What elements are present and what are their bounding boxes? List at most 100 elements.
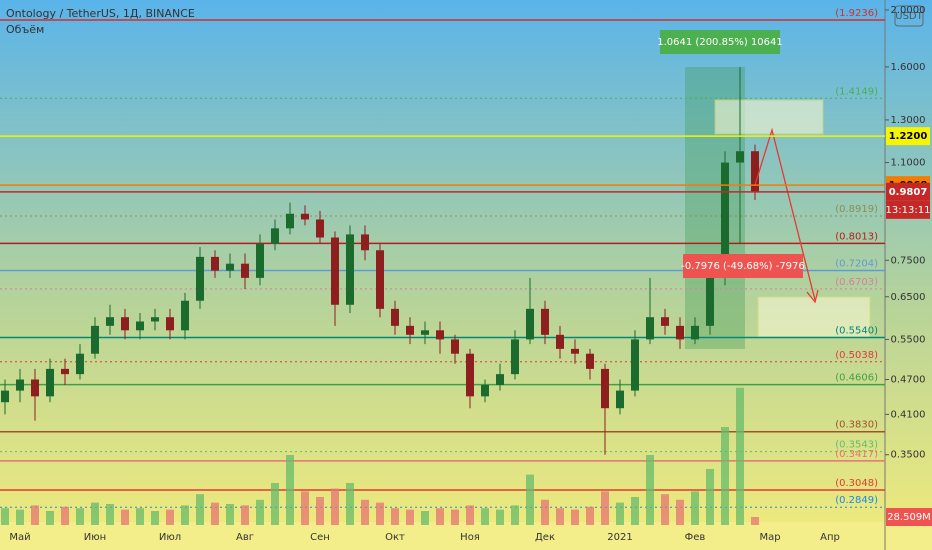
volume-bar [241, 505, 249, 525]
candle-body [121, 317, 129, 331]
level-label: (1.4149) [835, 86, 878, 97]
candle-body [106, 317, 114, 326]
level-label: (0.8013) [835, 231, 878, 242]
candle-body [691, 325, 699, 340]
x-tick-label: Май [9, 532, 30, 543]
volume-bar [661, 494, 669, 525]
candle-body [136, 321, 144, 331]
price-badge [886, 127, 930, 146]
measure-label: 1.0641 (200.85%) 10641 [657, 37, 782, 48]
level-label: (0.3543) [835, 440, 878, 451]
candle-body [676, 325, 684, 340]
volume-bar [601, 491, 609, 525]
forecast-arrow [754, 127, 816, 301]
price-badge-label: 0.9807 [889, 187, 928, 198]
volume-bar [166, 509, 174, 525]
volume-bar [496, 509, 504, 525]
volume-bar [706, 469, 714, 525]
volume-bar [406, 509, 414, 525]
volume-bar [541, 499, 549, 525]
volume-bar [316, 497, 324, 525]
candle-body [76, 353, 84, 375]
x-tick-label: Дек [535, 532, 555, 543]
candle-body [181, 300, 189, 331]
volume-bar [631, 497, 639, 525]
x-tick-label: Авг [236, 532, 254, 543]
candle-body [1, 390, 9, 403]
candle-body [61, 368, 69, 375]
y-tick-label: 0.5500 [891, 334, 926, 345]
candle-body [751, 151, 759, 193]
candle-body [736, 151, 744, 163]
volume-bar [46, 511, 54, 525]
candle-body [166, 317, 174, 331]
candle-body [496, 374, 504, 385]
currency-button[interactable] [894, 5, 924, 27]
level-label: (1.9236) [835, 8, 878, 19]
candle-body [421, 330, 429, 335]
level-label: (0.2849) [835, 495, 878, 506]
volume-bar [571, 509, 579, 525]
x-axis-bg [0, 522, 932, 550]
candle-body [601, 368, 609, 409]
volume-bar [511, 505, 519, 525]
candle-body [241, 263, 249, 278]
candle-body [16, 379, 24, 391]
candle-body [631, 339, 639, 391]
chart-subtitle: Объём [6, 23, 44, 36]
candle-body [451, 339, 459, 354]
volume-bar [526, 474, 534, 525]
x-tick-label: 2021 [607, 532, 632, 543]
candle-body [46, 368, 54, 397]
level-label: (0.8919) [835, 204, 878, 215]
volume-bar [616, 502, 624, 525]
candle-body [706, 277, 714, 326]
volume-bar [226, 504, 234, 525]
y-tick-label: 0.4100 [891, 409, 926, 420]
level-label: (0.3417) [835, 449, 878, 460]
candle-body [541, 308, 549, 335]
candle-body [526, 308, 534, 340]
y-tick-label: 0.4700 [891, 375, 926, 386]
target-box [714, 99, 824, 135]
volume-bar [121, 509, 129, 525]
volume-bar [31, 505, 39, 525]
candle-body [721, 162, 729, 278]
volume-bar [61, 506, 69, 525]
volume-bar [211, 502, 219, 525]
level-label: (0.3048) [835, 478, 878, 489]
measure-label-bg [660, 30, 780, 54]
candle-body [466, 353, 474, 397]
x-tick-label: Апр [820, 532, 840, 543]
level-label: (0.5038) [835, 350, 878, 361]
candle-body [286, 213, 294, 229]
volume-bar [91, 502, 99, 525]
volume-bar [421, 511, 429, 525]
countdown-bg [886, 200, 930, 219]
candle-body [331, 237, 339, 305]
candle-body [151, 317, 159, 322]
candle-body [646, 317, 654, 340]
currency-label[interactable]: USDT [895, 11, 923, 22]
level-label: (0.3830) [835, 420, 878, 431]
arrow-head [806, 289, 819, 304]
y-tick-label: 1.1000 [891, 158, 926, 169]
volume-bar [751, 517, 759, 525]
volume-bar [676, 499, 684, 525]
volume-bar [556, 508, 564, 525]
volume-bar [136, 508, 144, 525]
volume-bar [331, 488, 339, 525]
candle-body [301, 213, 309, 220]
x-tick-label: Мар [759, 532, 780, 543]
measure-label: -0.7976 (-49.68%) -7976 [681, 261, 805, 272]
measure-label-bg [683, 254, 803, 278]
x-tick-label: Июл [159, 532, 181, 543]
volume-bar [16, 509, 24, 525]
candle-body [661, 317, 669, 326]
y-tick-label: 0.6500 [891, 292, 926, 303]
volume-bar [256, 499, 264, 525]
candle-body [571, 348, 579, 354]
price-badge-label: 1.2200 [889, 131, 928, 142]
candle-body [391, 308, 399, 326]
candle-body [511, 339, 519, 375]
